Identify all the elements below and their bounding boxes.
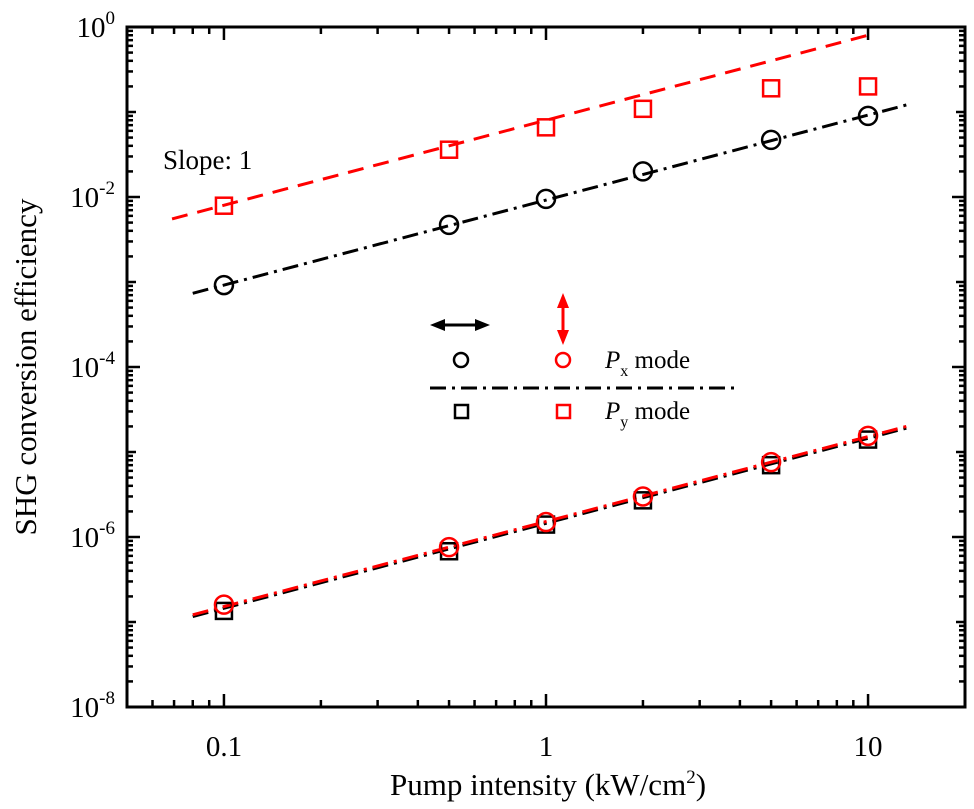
plot-frame (125, 25, 967, 709)
vertical-arrow-icon (557, 293, 569, 345)
data-point-circle (857, 425, 879, 447)
data-point-circle (213, 594, 235, 615)
black-dashdot-fit (192, 102, 910, 295)
fit-lines (171, 33, 911, 618)
legend: Px mode Py mode (430, 293, 738, 431)
data-point-circle (760, 451, 782, 473)
red-dashed-fit (171, 33, 869, 221)
black-lower-dashdot-fit (192, 425, 911, 618)
data-point-circle (632, 161, 654, 182)
data-point-circle (857, 105, 879, 127)
y-tick-label: 10-4 (70, 348, 115, 384)
data-point-square (439, 140, 459, 159)
y-tick-labels: 100 10-2 10-4 10-6 10-8 (70, 8, 115, 724)
x-axis-label: Pump intensity (kW/cm2) (390, 767, 706, 802)
data-point-square (536, 118, 556, 137)
y-axis-label: SHG conversion efficiency (8, 198, 43, 535)
legend-py-label: Py mode (604, 398, 690, 431)
data-point-circle (760, 129, 782, 151)
x-tick-label: 10 (854, 731, 883, 763)
legend-red-square (555, 403, 572, 420)
data-point-square (858, 77, 878, 96)
red-lower-dashdot-fit (192, 424, 911, 617)
data-point-square (761, 79, 781, 98)
legend-black-square (453, 403, 470, 420)
data-point-circle (535, 511, 557, 533)
y-tick-label: 100 (77, 8, 116, 44)
data-point-circle (535, 188, 557, 210)
data-points (213, 77, 879, 621)
legend-red-circle (554, 351, 572, 369)
y-tick-label: 10-2 (70, 178, 115, 214)
slope-annotation: Slope: 1 (163, 145, 252, 175)
x-tick-labels: 0.1 1 10 (206, 731, 883, 763)
x-tick-label: 1 (539, 731, 554, 763)
x-tick-label: 0.1 (206, 731, 242, 763)
data-point-square (214, 196, 234, 215)
y-tick-label: 10-6 (70, 518, 115, 554)
data-point-circle (213, 274, 235, 296)
data-point-circle (632, 486, 654, 507)
y-tick-label: 10-8 (70, 688, 115, 724)
data-point-square (633, 99, 653, 119)
legend-px-label: Px mode (604, 347, 690, 380)
data-point-circle (438, 536, 460, 558)
horizontal-arrow-icon (430, 319, 490, 331)
data-point-circle (438, 214, 460, 236)
legend-black-circle (452, 351, 470, 369)
axis-ticks (125, 25, 967, 709)
